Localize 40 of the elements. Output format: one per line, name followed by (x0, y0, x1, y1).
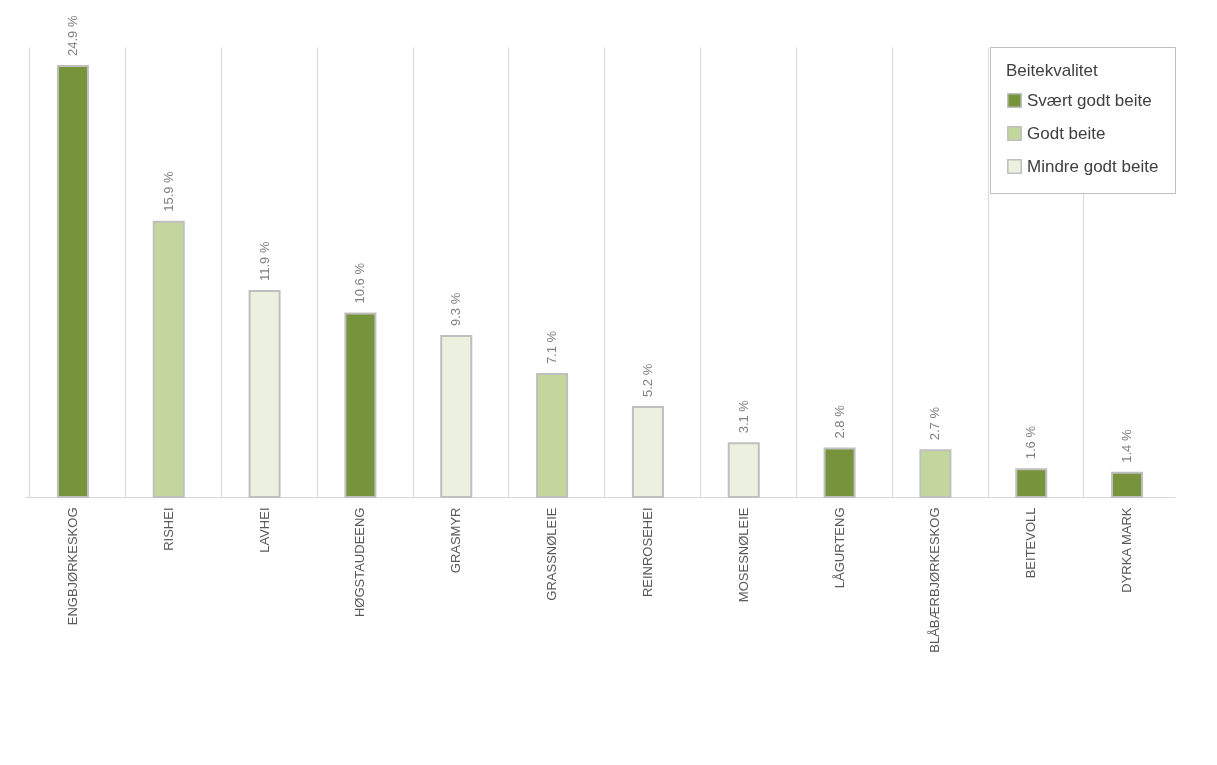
legend-title: Beitekvalitet (1006, 61, 1098, 80)
data-label: 9.3 % (448, 292, 464, 327)
legend-label: Svært godt beite (1027, 90, 1152, 110)
data-label: 10.6 % (352, 262, 368, 304)
legend-label: Godt beite (1027, 123, 1106, 143)
bar (536, 373, 569, 498)
x-tick-label: LAVHEI (256, 507, 272, 553)
data-label: 5.2 % (639, 363, 655, 397)
data-label: 2.8 % (831, 404, 847, 439)
data-label: 2.7 % (927, 406, 943, 441)
bar (919, 449, 952, 498)
data-label: 1.4 % (1119, 429, 1135, 463)
x-tick-label: RISHEI (160, 507, 176, 551)
x-tick-label: BEITEVOLL (1023, 507, 1039, 579)
bar (344, 312, 377, 498)
bar (631, 406, 664, 498)
x-tick-label: ENGBJØRKESKOG (64, 507, 80, 626)
x-tick-label: MOSESNØLEIE (735, 507, 751, 603)
bar (727, 442, 760, 498)
data-label: 11.9 % (256, 241, 272, 282)
x-tick-label: GRASSNØLEIE (544, 507, 560, 601)
legend-label: Mindre godt beite (1027, 156, 1159, 176)
bar (1111, 471, 1144, 498)
bar (440, 335, 473, 498)
bar (1015, 468, 1048, 498)
data-label: 15.9 % (160, 170, 176, 212)
bar (248, 290, 281, 498)
x-tick-label: REINROSEHEI (639, 507, 655, 598)
x-tick-label: BLÅBÆRBJØRKESKOG (927, 507, 943, 653)
bar (823, 447, 856, 498)
data-label: 24.9 % (64, 15, 80, 57)
bar (152, 220, 185, 498)
bar (56, 65, 89, 498)
x-tick-label: DYRKA MARK (1119, 507, 1135, 593)
data-label: 1.6 % (1023, 425, 1039, 460)
x-tick-label: HØGSTAUDEENG (352, 507, 368, 618)
data-label: 7.1 % (544, 330, 560, 365)
data-label: 3.1 % (735, 399, 751, 434)
x-tick-label: GRASMYR (448, 507, 464, 574)
x-tick-label: LÅGURTENG (831, 507, 847, 589)
